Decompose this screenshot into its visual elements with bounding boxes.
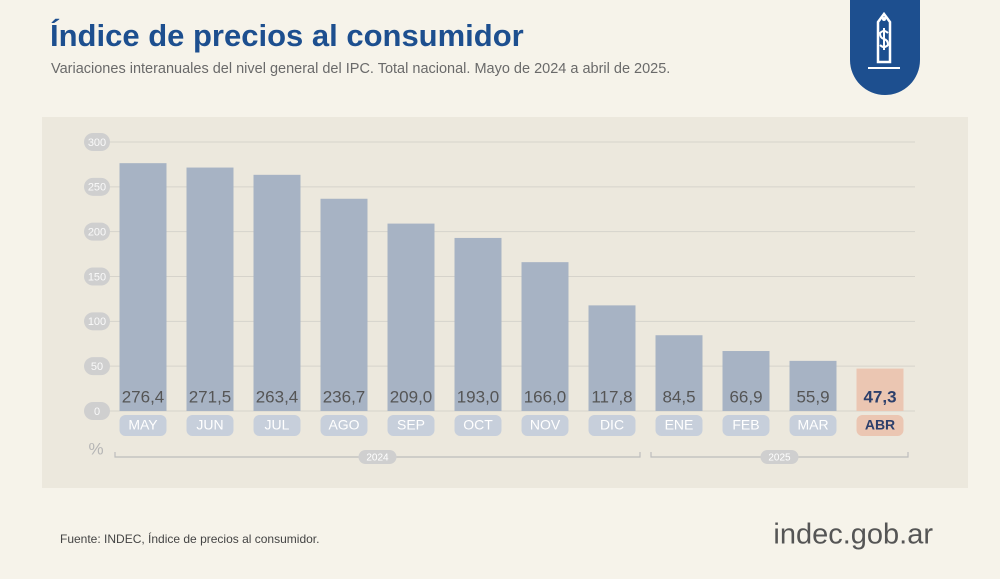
category-pill bbox=[387, 415, 435, 436]
value-label: 271,5 bbox=[189, 387, 232, 406]
bar bbox=[521, 262, 569, 411]
value-label: 209,0 bbox=[390, 387, 433, 406]
bar bbox=[856, 368, 904, 411]
y-tick-pill bbox=[84, 222, 110, 241]
value-label: 193,0 bbox=[457, 387, 500, 406]
bar bbox=[253, 174, 301, 411]
value-label: 66,9 bbox=[729, 387, 762, 406]
category-pill bbox=[722, 415, 770, 436]
category-pill bbox=[521, 415, 569, 436]
x-tick-label: MAY bbox=[128, 417, 158, 433]
bar bbox=[722, 351, 770, 411]
category-pill bbox=[454, 415, 502, 436]
y-tick-label: 50 bbox=[91, 361, 103, 373]
x-tick-label: JUL bbox=[265, 417, 290, 433]
y-tick-pill bbox=[84, 133, 110, 151]
value-label: 263,4 bbox=[256, 387, 299, 406]
icon bbox=[850, 0, 920, 95]
y-tick-pill bbox=[84, 357, 110, 376]
x-tick-label: MAR bbox=[797, 417, 828, 433]
icon-dollar bbox=[878, 28, 890, 50]
x-tick-label: SEP bbox=[397, 417, 425, 433]
category-pill bbox=[789, 415, 837, 436]
value-label: 55,9 bbox=[796, 387, 829, 406]
x-tick-label: OCT bbox=[463, 417, 493, 433]
x-tick-label: DIC bbox=[600, 417, 624, 433]
bar bbox=[789, 360, 837, 411]
bar bbox=[387, 223, 435, 411]
y-tick-pill bbox=[84, 312, 110, 331]
bar bbox=[454, 237, 502, 411]
value-label: 276,4 bbox=[122, 387, 165, 406]
x-tick-label: JUN bbox=[196, 417, 223, 433]
category-pill bbox=[253, 415, 301, 436]
category-pill bbox=[655, 415, 703, 436]
value-label: 236,7 bbox=[323, 387, 366, 406]
bar bbox=[655, 335, 703, 411]
value-label: 47,3 bbox=[863, 387, 896, 406]
y-tick-label: 200 bbox=[88, 227, 106, 239]
x-tick-label: AGO bbox=[328, 417, 359, 433]
value-label: 166,0 bbox=[524, 387, 567, 406]
chart-subtitle: Variaciones interanuales del nivel gener… bbox=[51, 61, 670, 77]
y-tick-pill bbox=[84, 177, 110, 196]
x-tick-label: ABR bbox=[865, 417, 895, 433]
source-note: Fuente: INDEC, Índice de precios al cons… bbox=[60, 531, 319, 546]
bar bbox=[588, 305, 636, 411]
x-tick-label: FEB bbox=[732, 417, 759, 433]
bar bbox=[186, 167, 234, 411]
y-tick-label: 100 bbox=[88, 316, 106, 328]
x-tick-label: ENE bbox=[665, 417, 694, 433]
icon-tag bbox=[876, 11, 892, 64]
y-tick-label: 250 bbox=[88, 182, 106, 194]
group-pill bbox=[358, 450, 397, 464]
y-tick-label: 0 bbox=[94, 406, 100, 418]
category-pill bbox=[320, 415, 368, 436]
group-label: 2025 bbox=[768, 453, 791, 464]
logo: indec.gob.ar bbox=[773, 519, 933, 551]
y-tick-label: 150 bbox=[88, 271, 106, 283]
chart-title: Índice de precios al consumidor bbox=[50, 18, 524, 53]
group-pill bbox=[760, 450, 799, 464]
x-tick-label: NOV bbox=[530, 417, 561, 433]
category-pill bbox=[856, 415, 904, 436]
y-tick-pill bbox=[84, 267, 110, 286]
value-label: 117,8 bbox=[591, 387, 632, 406]
y-unit: % bbox=[88, 439, 103, 458]
group-label: 2024 bbox=[366, 453, 389, 464]
category-pill bbox=[588, 415, 636, 436]
value-label: 84,5 bbox=[662, 387, 695, 406]
bar bbox=[119, 163, 167, 411]
category-pill bbox=[186, 415, 234, 436]
category-pill bbox=[119, 415, 167, 436]
y-tick-pill bbox=[84, 402, 110, 420]
y-tick-label: 300 bbox=[88, 137, 106, 149]
icon-hole bbox=[882, 17, 886, 21]
bar bbox=[320, 198, 368, 411]
